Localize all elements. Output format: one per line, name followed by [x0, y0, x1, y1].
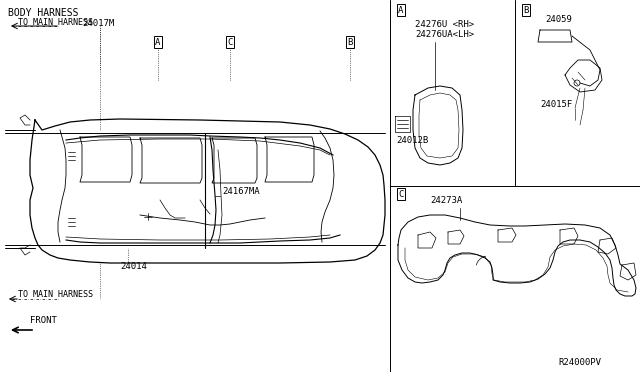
Text: B: B [524, 6, 529, 15]
Text: B: B [348, 38, 353, 46]
Text: TO MAIN HARNESS: TO MAIN HARNESS [18, 18, 93, 27]
Text: 24167MA: 24167MA [222, 187, 260, 196]
Circle shape [574, 80, 580, 86]
Text: TO MAIN HARNESS: TO MAIN HARNESS [18, 290, 93, 299]
Text: 24015F: 24015F [540, 100, 572, 109]
Text: C: C [227, 38, 233, 46]
Text: BODY HARNESS: BODY HARNESS [8, 8, 79, 18]
Text: A: A [156, 38, 161, 46]
Text: 24012B: 24012B [396, 136, 428, 145]
Text: 24059: 24059 [545, 15, 572, 24]
Text: 24014: 24014 [120, 262, 147, 271]
Text: R24000PV: R24000PV [558, 358, 601, 367]
Text: 24276UA<LH>: 24276UA<LH> [415, 30, 474, 39]
Text: 24017M: 24017M [82, 19, 115, 28]
Text: C: C [398, 189, 404, 199]
Text: 24273A: 24273A [430, 196, 462, 205]
Text: 24276U <RH>: 24276U <RH> [415, 20, 474, 29]
Text: FRONT: FRONT [30, 316, 57, 325]
Text: A: A [398, 6, 404, 15]
